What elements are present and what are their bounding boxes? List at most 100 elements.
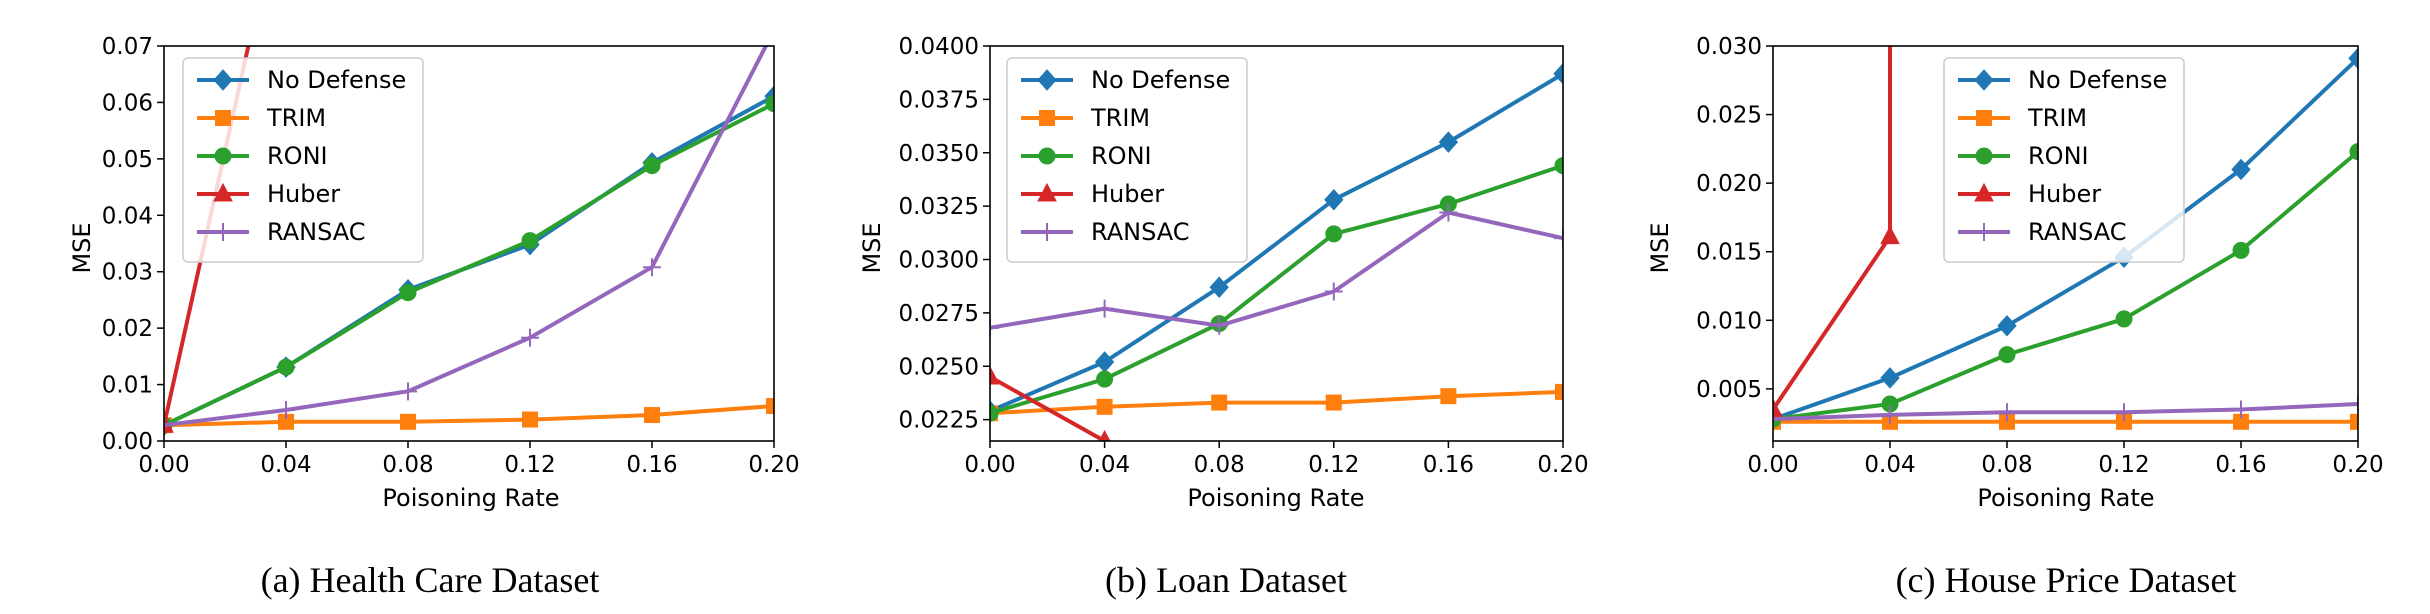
- data-point-ransac-b: [1210, 316, 1229, 335]
- data-point-roni-c: [2349, 143, 2358, 161]
- data-point-trim-b: [1325, 394, 1342, 411]
- data-point-huber-c: [1880, 225, 1900, 245]
- series-line-roni-b: [990, 163, 1563, 416]
- series-line-no-defense-b: [990, 72, 1563, 413]
- y-tick-label-c: 0.025: [1696, 103, 1762, 129]
- legend-marker-roni-a: [214, 147, 232, 165]
- data-point-ransac-c: [1998, 403, 2016, 422]
- data-point-no-defense-b: [1553, 63, 1563, 85]
- x-tick-label-c: 0.12: [2098, 452, 2149, 478]
- data-point-ransac-a: [399, 382, 417, 401]
- axes-frame-a: [163, 45, 775, 442]
- legend-label-no-defense-b: No Defense: [1091, 66, 1230, 94]
- series-group-a: [164, 21, 783, 436]
- legend-marker-no-defense-c: [1974, 69, 1994, 91]
- y-tick-label-c: 0.030: [1696, 34, 1762, 60]
- y-tick-label-a: 0.06: [102, 90, 153, 116]
- data-point-no-defense-c: [1880, 367, 1900, 389]
- y-tick-label-c: 0.015: [1696, 240, 1762, 266]
- data-point-trim-a: [766, 398, 774, 415]
- series-line-trim-b: [990, 389, 1563, 416]
- x-tick-label-c: 0.00: [1747, 452, 1798, 478]
- data-point-ransac-b: [1324, 282, 1343, 301]
- legend-marker-roni-b: [1038, 147, 1056, 165]
- x-tick-label-c: 0.08: [1981, 452, 2032, 478]
- series-line-huber-c: [1773, 46, 1892, 411]
- data-point-trim-a: [644, 407, 660, 424]
- legend-marker-trim-a: [215, 110, 231, 126]
- data-point-roni-a: [277, 358, 295, 376]
- data-point-roni-c: [1998, 346, 2016, 364]
- legend-label-roni-a: RONI: [267, 142, 328, 170]
- y-axis-label-b: MSE: [858, 222, 886, 273]
- data-point-trim-b: [1440, 388, 1457, 405]
- x-tick-label-a: 0.20: [748, 452, 799, 478]
- caption-b: (b) Loan Dataset: [1105, 560, 1347, 600]
- axes-frame-b: [989, 45, 1564, 442]
- series-line-ransac-b: [990, 210, 1563, 330]
- x-tick-label-b: 0.12: [1308, 452, 1359, 478]
- legend-marker-ransac-b: [1038, 223, 1056, 241]
- axes-frame-c: [1772, 45, 2359, 442]
- plot-area-a: 0.00 0.04 0.08 0.12 0.16 0.20 0.00 0.01 0.02 0.03…: [102, 21, 800, 478]
- x-tick-label-a: 0.04: [260, 452, 311, 478]
- legend-marker-huber-c: [1974, 182, 1994, 202]
- y-axis-label-a: MSE: [68, 222, 96, 273]
- y-tick-label-b: 0.0250: [899, 354, 979, 380]
- y-tick-label-b: 0.0225: [899, 408, 979, 434]
- legend-label-no-defense-a: No Defense: [267, 66, 406, 94]
- x-tick-label-b: 0.04: [1079, 452, 1130, 478]
- legend-label-ransac-b: RANSAC: [1091, 218, 1190, 246]
- data-point-no-defense-c: [2348, 47, 2358, 70]
- data-point-roni-b: [1554, 157, 1563, 175]
- data-point-ransac-b: [1439, 203, 1458, 222]
- x-tick-label-a: 0.16: [626, 452, 677, 478]
- data-point-ransac-c: [2232, 400, 2250, 419]
- y-tick-label-c: 0.010: [1696, 308, 1762, 334]
- x-tick-label-c: 0.04: [1864, 452, 1915, 478]
- legend-label-trim-c: TRIM: [2027, 104, 2087, 132]
- legend-box-a: [182, 57, 424, 263]
- data-point-ransac-c: [2115, 403, 2133, 422]
- x-tick-label-c: 0.20: [2332, 452, 2383, 478]
- data-point-ransac-c: [1881, 405, 1899, 424]
- data-point-no-defense-b: [1324, 188, 1344, 211]
- data-point-ransac-a: [277, 400, 295, 419]
- y-tick-label-c: 0.020: [1696, 171, 1762, 197]
- y-tick-label-a: 0.05: [102, 147, 153, 173]
- legend-marker-huber-a: [213, 182, 233, 202]
- data-point-ransac-c: [1773, 410, 1782, 429]
- caption-a: (a) Health Care Dataset: [261, 560, 600, 600]
- plot-area-c: 0.00 0.04 0.08 0.12 0.16 0.20 0.005 0.010 0.015 0…: [1696, 34, 2383, 478]
- x-axis-label-c: Poisoning Rate: [1977, 484, 2154, 512]
- legend-box-c: [1943, 57, 2185, 263]
- legend-label-ransac-a: RANSAC: [267, 218, 366, 246]
- data-point-huber-b: [990, 365, 1000, 385]
- data-point-no-defense-b: [1209, 276, 1229, 299]
- x-axis-label-a: Poisoning Rate: [382, 484, 559, 512]
- y-tick-label-a: 0.00: [102, 429, 153, 455]
- y-tick-label-b: 0.0375: [899, 87, 979, 113]
- x-tick-label-b: 0.00: [964, 452, 1015, 478]
- data-point-trim-b: [1555, 383, 1563, 400]
- series-line-no-defense-c: [1773, 56, 2358, 421]
- x-tick-label-b: 0.20: [1537, 452, 1588, 478]
- series-line-ransac-c: [1773, 402, 2358, 422]
- legend-marker-trim-c: [1976, 110, 1992, 126]
- data-point-ransac-a: [521, 328, 539, 347]
- data-point-no-defense-c: [2231, 158, 2251, 181]
- y-tick-label-b: 0.0325: [899, 194, 979, 220]
- x-tick-label-b: 0.16: [1423, 452, 1474, 478]
- legend-label-huber-a: Huber: [267, 180, 340, 208]
- y-tick-label-b: 0.0275: [899, 301, 979, 327]
- series-line-roni-a: [164, 101, 774, 428]
- data-point-ransac-a: [765, 21, 783, 39]
- x-tick-label-a: 0.00: [138, 452, 189, 478]
- data-point-ransac-b: [1554, 229, 1563, 248]
- data-point-ransac-b: [1095, 299, 1114, 318]
- data-point-ransac-c: [2349, 394, 2358, 413]
- legend-label-trim-b: TRIM: [1090, 104, 1150, 132]
- data-point-trim-b: [1096, 398, 1113, 415]
- legend-marker-huber-b: [1037, 182, 1057, 202]
- x-tick-label-a: 0.08: [382, 452, 433, 478]
